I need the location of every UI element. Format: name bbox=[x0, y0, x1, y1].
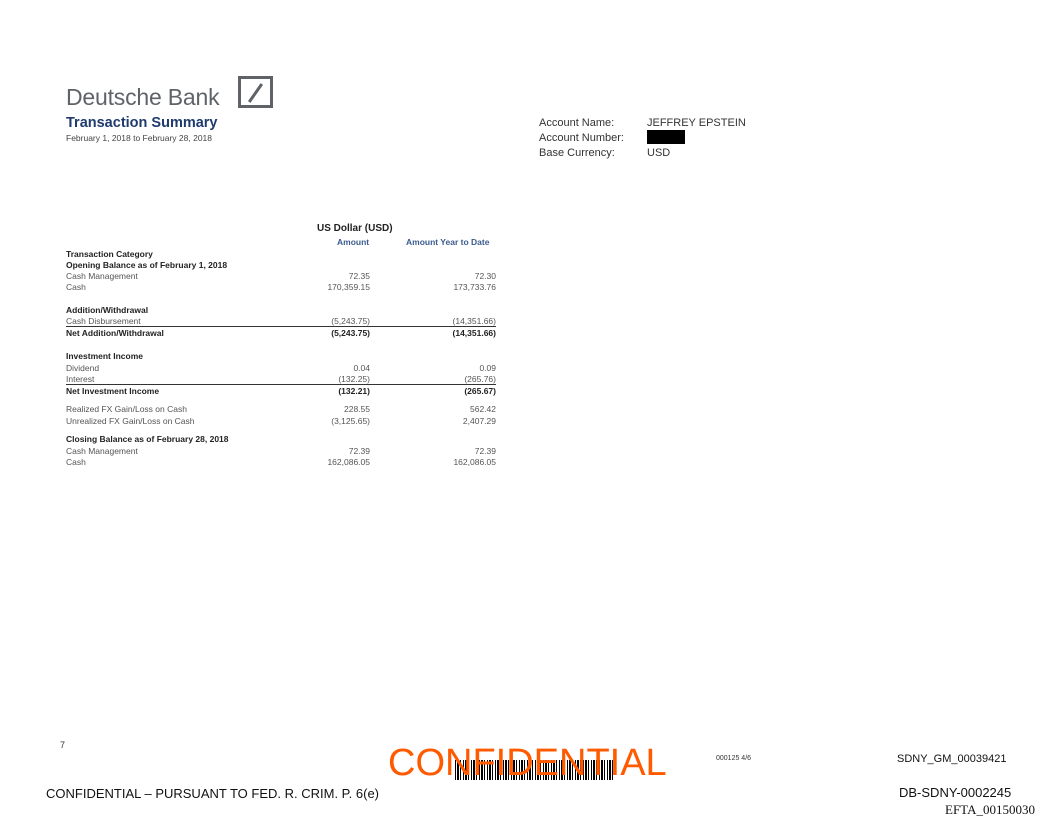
row-amount: 162,086.05 bbox=[327, 457, 370, 467]
row-ytd: (265.76) bbox=[464, 374, 496, 384]
row-amount: (132.21) bbox=[338, 386, 370, 396]
row-ytd: 72.30 bbox=[474, 271, 496, 281]
row-label: Opening Balance as of February 1, 2018 bbox=[66, 260, 228, 270]
row-label: Net Addition/Withdrawal bbox=[66, 328, 164, 338]
table-row: Closing Balance as of February 28, 2018 bbox=[66, 434, 496, 445]
row-ytd: 173,733.76 bbox=[453, 282, 496, 292]
table-row: Interest (132.25) (265.76) bbox=[66, 374, 496, 385]
table-row: Net Addition/Withdrawal (5,243.75) (14,351… bbox=[66, 328, 496, 339]
row-amount: (5,243.75) bbox=[331, 328, 370, 338]
page-title: Transaction Summary bbox=[66, 115, 218, 131]
brand-name: Deutsche Bank bbox=[66, 84, 220, 110]
row-label: Dividend bbox=[66, 363, 100, 373]
barcode bbox=[455, 760, 615, 780]
row-ytd: 562.42 bbox=[470, 404, 496, 414]
statement-period: February 1, 2018 to February 28, 2018 bbox=[66, 133, 213, 143]
row-label: Investment Income bbox=[66, 351, 143, 361]
row-label: Interest bbox=[66, 374, 95, 384]
table-row: Investment Income bbox=[66, 351, 496, 362]
row-ytd: (14,351.66) bbox=[452, 316, 496, 326]
row-label: Cash Disbursement bbox=[66, 316, 141, 326]
row-amount: 72.39 bbox=[348, 446, 370, 456]
row-ytd: 72.39 bbox=[474, 446, 496, 456]
deutsche-bank-logo-icon bbox=[238, 76, 273, 108]
table-row: Dividend 0.04 0.09 bbox=[66, 363, 496, 374]
row-label: Unrealized FX Gain/Loss on Cash bbox=[66, 416, 195, 426]
confidential-stamp: CONFIDENTIAL bbox=[388, 742, 667, 784]
row-label: Cash bbox=[66, 282, 86, 292]
efta-id: EFTA_00150030 bbox=[945, 802, 1035, 817]
row-ytd: 2,407.29 bbox=[462, 416, 496, 426]
row-amount: 170,359.15 bbox=[327, 282, 370, 292]
table-row: Cash Management 72.39 72.39 bbox=[66, 446, 496, 457]
row-amount: 0.04 bbox=[353, 363, 370, 373]
row-ytd: 162,086.05 bbox=[453, 457, 496, 467]
row-label: Cash Management bbox=[66, 271, 138, 281]
table-row: Addition/Withdrawal bbox=[66, 305, 496, 316]
row-amount: (132.25) bbox=[338, 374, 370, 384]
row-ytd: (14,351.66) bbox=[452, 328, 496, 338]
table-row: Opening Balance as of February 1, 2018 bbox=[66, 260, 496, 271]
account-number-redaction bbox=[647, 130, 685, 144]
row-label: Realized FX Gain/Loss on Cash bbox=[66, 404, 187, 414]
row-amount: 72.35 bbox=[348, 271, 370, 281]
row-label: Addition/Withdrawal bbox=[66, 305, 149, 315]
account-number-label: Account Number: bbox=[539, 132, 624, 144]
row-label: Transaction Category bbox=[66, 249, 153, 259]
confidentiality-notice: CONFIDENTIAL – PURSUANT TO FED. R. CRIM.… bbox=[46, 786, 380, 801]
base-currency-label: Base Currency: bbox=[539, 147, 615, 159]
sdny-bates-id: SDNY_GM_00039421 bbox=[897, 753, 1007, 765]
table-row: Cash 170,359.15 173,733.76 bbox=[66, 282, 496, 293]
row-label: Net Investment Income bbox=[66, 386, 160, 396]
row-label: Closing Balance as of February 28, 2018 bbox=[66, 434, 229, 444]
base-currency-value: USD bbox=[647, 147, 671, 159]
row-amount: (3,125.65) bbox=[331, 416, 370, 426]
table-row: Realized FX Gain/Loss on Cash 228.55 562.4… bbox=[66, 404, 496, 415]
row-ytd: 0.09 bbox=[479, 363, 496, 373]
db-bates-id: DB-SDNY-0002245 bbox=[899, 785, 1012, 800]
row-label: Cash Management bbox=[66, 446, 138, 456]
row-amount: (5,243.75) bbox=[331, 316, 370, 326]
account-name-label: Account Name: bbox=[539, 117, 615, 129]
currency-header: US Dollar (USD) bbox=[317, 223, 393, 234]
row-label: Cash bbox=[66, 457, 86, 467]
total-rule bbox=[66, 326, 496, 327]
total-rule bbox=[66, 384, 496, 385]
account-name-value: JEFFREY EPSTEIN bbox=[647, 117, 746, 129]
column-header-amount: Amount bbox=[337, 237, 370, 247]
table-row: Net Investment Income (132.21) (265.67) bbox=[66, 386, 496, 397]
table-row: Unrealized FX Gain/Loss on Cash (3,125.65… bbox=[66, 416, 496, 427]
page-number: 7 bbox=[60, 740, 66, 750]
column-header-ytd: Amount Year to Date bbox=[406, 237, 490, 247]
row-ytd: (265.67) bbox=[464, 386, 496, 396]
table-row: Transaction Category bbox=[66, 249, 496, 260]
table-row: Cash Disbursement (5,243.75) (14,351.66) bbox=[66, 316, 496, 327]
row-amount: 228.55 bbox=[344, 404, 370, 414]
table-row: Cash 162,086.05 162,086.05 bbox=[66, 457, 496, 468]
doc-code: 000125 4/6 bbox=[716, 755, 752, 762]
table-row: Cash Management 72.35 72.30 bbox=[66, 271, 496, 282]
